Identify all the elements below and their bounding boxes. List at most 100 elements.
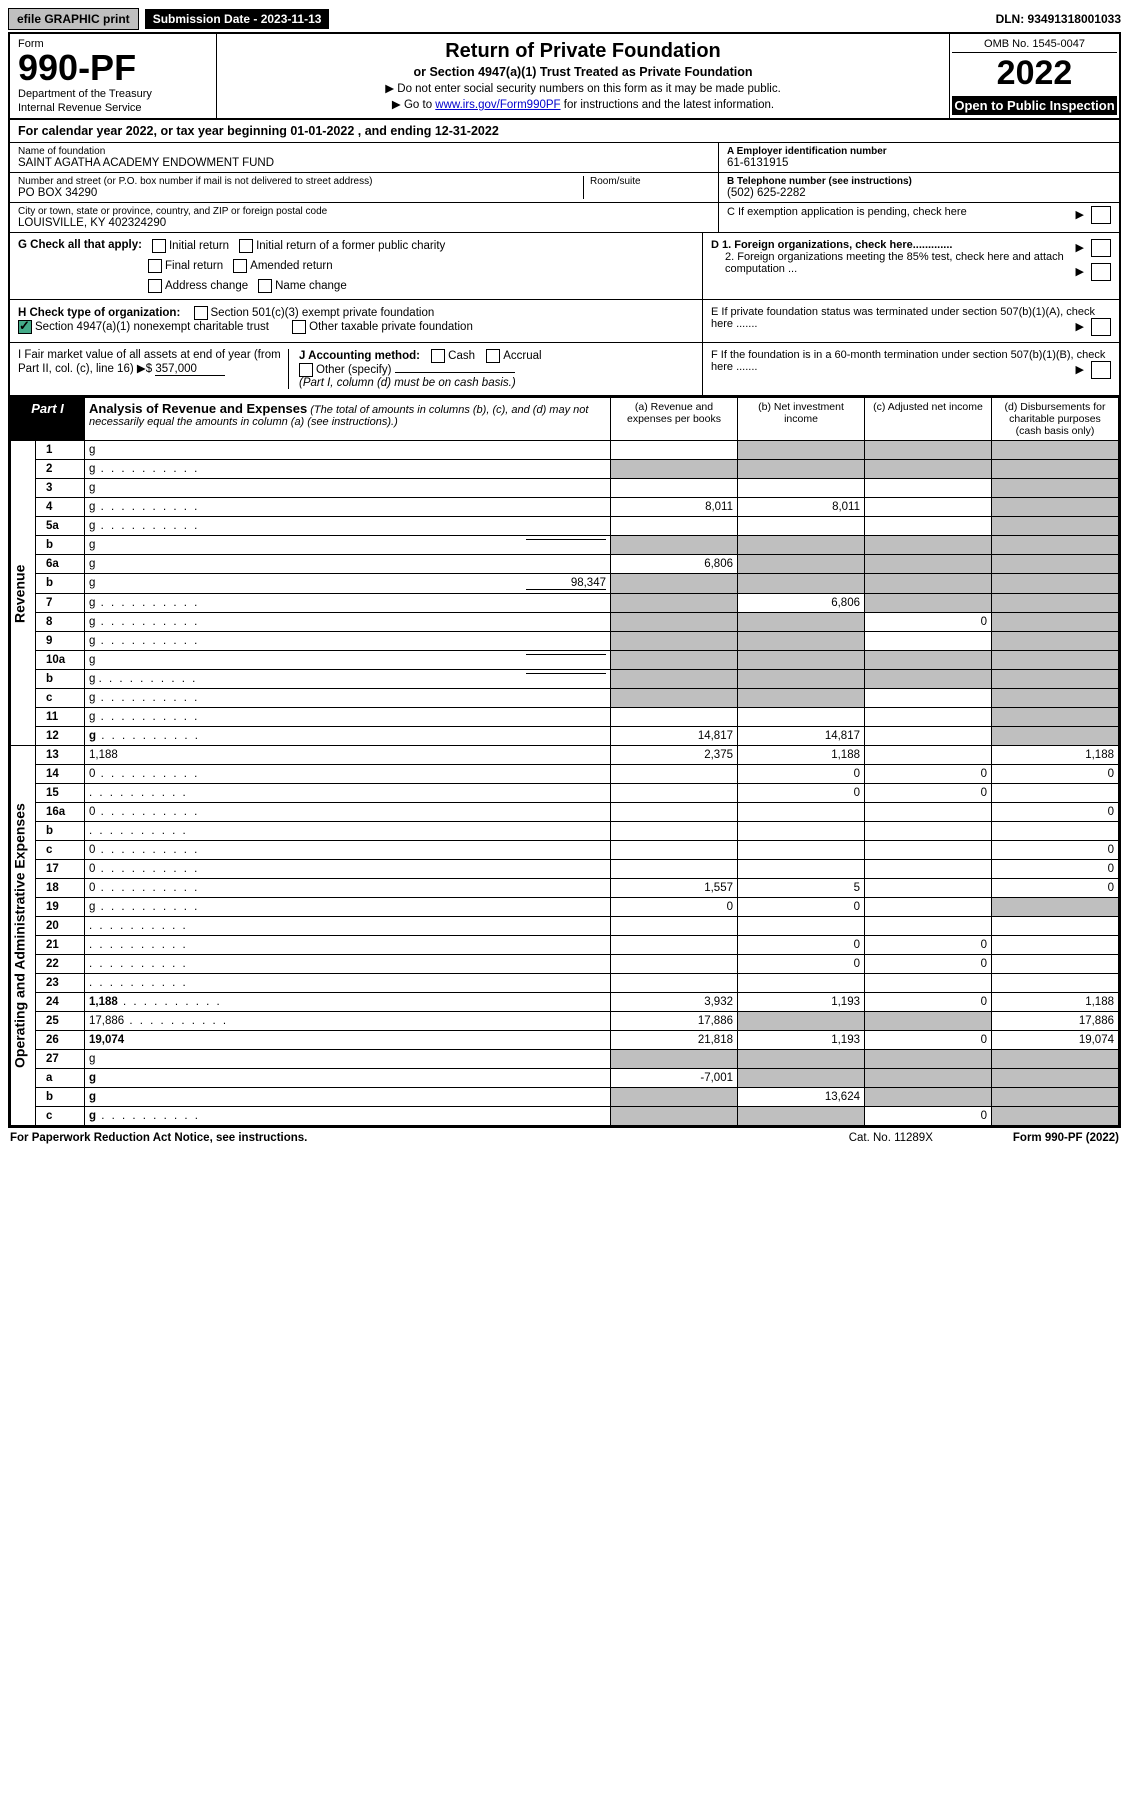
cell-amount: 0 — [992, 765, 1119, 784]
line-number: 5a — [36, 517, 85, 536]
cell-amount — [992, 955, 1119, 974]
cell-grey — [865, 651, 992, 670]
line-description: 0 — [85, 765, 611, 784]
line-number: c — [36, 841, 85, 860]
cell-amount: 0 — [738, 898, 865, 917]
line-number: 11 — [36, 708, 85, 727]
cell-amount — [611, 784, 738, 803]
cell-grey — [611, 651, 738, 670]
line-description: g — [85, 651, 611, 670]
table-row: 11g — [11, 708, 1119, 727]
checkbox-d2[interactable] — [1091, 263, 1111, 281]
line-number: 24 — [36, 993, 85, 1012]
cell-amount: 0 — [865, 613, 992, 632]
cell-amount — [738, 803, 865, 822]
line-number: 9 — [36, 632, 85, 651]
chk-amended-return[interactable] — [233, 259, 247, 273]
cell-grey — [738, 670, 865, 689]
table-row: 140000 — [11, 765, 1119, 784]
line-number: 2 — [36, 460, 85, 479]
chk-other-taxable[interactable] — [292, 320, 306, 334]
cell-amount — [865, 727, 992, 746]
cell-amount — [865, 898, 992, 917]
cell-grey — [992, 670, 1119, 689]
cell-amount: 0 — [738, 955, 865, 974]
cell-grey — [738, 441, 865, 460]
cell-grey — [611, 574, 738, 594]
cell-grey — [992, 651, 1119, 670]
cell-amount: 5 — [738, 879, 865, 898]
efile-button[interactable]: efile GRAPHIC print — [8, 8, 139, 30]
line-description: g — [85, 898, 611, 917]
open-inspection: Open to Public Inspection — [952, 96, 1117, 115]
section-i-j-row: I Fair market value of all assets at end… — [10, 343, 1119, 397]
cell-amount: 0 — [992, 841, 1119, 860]
form990pf-link[interactable]: www.irs.gov/Form990PF — [435, 99, 560, 111]
cell-grey — [992, 613, 1119, 632]
chk-name-change[interactable] — [258, 279, 272, 293]
line-number: 17 — [36, 860, 85, 879]
cell-amount: 21,818 — [611, 1031, 738, 1050]
chk-accrual[interactable] — [486, 349, 500, 363]
cell-amount — [611, 974, 738, 993]
instruction-2: ▶ Go to www.irs.gov/Form990PF for instru… — [225, 97, 941, 111]
table-row: 27g — [11, 1050, 1119, 1069]
checkbox-d1[interactable] — [1091, 239, 1111, 257]
chk-final-return[interactable] — [148, 259, 162, 273]
cell-grey — [611, 613, 738, 632]
cell-amount — [865, 974, 992, 993]
line-number: 14 — [36, 765, 85, 784]
cell-grey — [738, 632, 865, 651]
cell-grey — [738, 651, 865, 670]
table-row: c00 — [11, 841, 1119, 860]
financial-table: Part I Analysis of Revenue and Expenses … — [10, 397, 1119, 1126]
chk-address-change[interactable] — [148, 279, 162, 293]
instruction-1: ▶ Do not enter social security numbers o… — [225, 81, 941, 95]
table-row: 4g8,0118,011 — [11, 498, 1119, 517]
checkbox-f[interactable] — [1091, 361, 1111, 379]
line-description: g — [85, 479, 611, 498]
table-row: 23 — [11, 974, 1119, 993]
cell-grey — [865, 670, 992, 689]
line-number: 21 — [36, 936, 85, 955]
checkbox-e[interactable] — [1091, 318, 1111, 336]
page-footer: For Paperwork Reduction Act Notice, see … — [8, 1128, 1121, 1148]
line-description — [85, 936, 611, 955]
cell-grey — [992, 498, 1119, 517]
chk-initial-former[interactable] — [239, 239, 253, 253]
line-description: g 98,347 — [85, 574, 611, 594]
cell-grey — [738, 555, 865, 574]
cell-grey — [992, 441, 1119, 460]
chk-501c3[interactable] — [194, 306, 208, 320]
line-description — [85, 955, 611, 974]
checkbox-c[interactable] — [1091, 206, 1111, 224]
cell-amount: 8,011 — [611, 498, 738, 517]
chk-initial-return[interactable] — [152, 239, 166, 253]
cell-grey — [738, 689, 865, 708]
cell-grey — [738, 460, 865, 479]
cell-amount — [865, 841, 992, 860]
telephone-cell: B Telephone number (see instructions) (5… — [719, 173, 1119, 203]
line-description: g — [85, 460, 611, 479]
line-number: c — [36, 1107, 85, 1126]
cell-grey — [865, 555, 992, 574]
table-row: ag-7,001 — [11, 1069, 1119, 1088]
line-description: 0 — [85, 879, 611, 898]
section-d2: 2. Foreign organizations meeting the 85%… — [711, 251, 1111, 275]
cell-grey — [611, 632, 738, 651]
line-number: 7 — [36, 594, 85, 613]
cell-amount: 0 — [865, 1107, 992, 1126]
cell-grey — [738, 613, 865, 632]
table-row: 5ag — [11, 517, 1119, 536]
section-label: Revenue — [11, 441, 36, 746]
chk-other-method[interactable] — [299, 363, 313, 377]
cell-grey — [992, 708, 1119, 727]
line-description: g — [85, 1069, 611, 1088]
cell-amount — [865, 632, 992, 651]
tax-year: 2022 — [952, 53, 1117, 94]
chk-cash[interactable] — [431, 349, 445, 363]
chk-4947a1[interactable] — [18, 320, 32, 334]
cell-grey — [992, 555, 1119, 574]
line-number: 6a — [36, 555, 85, 574]
line-number: b — [36, 822, 85, 841]
